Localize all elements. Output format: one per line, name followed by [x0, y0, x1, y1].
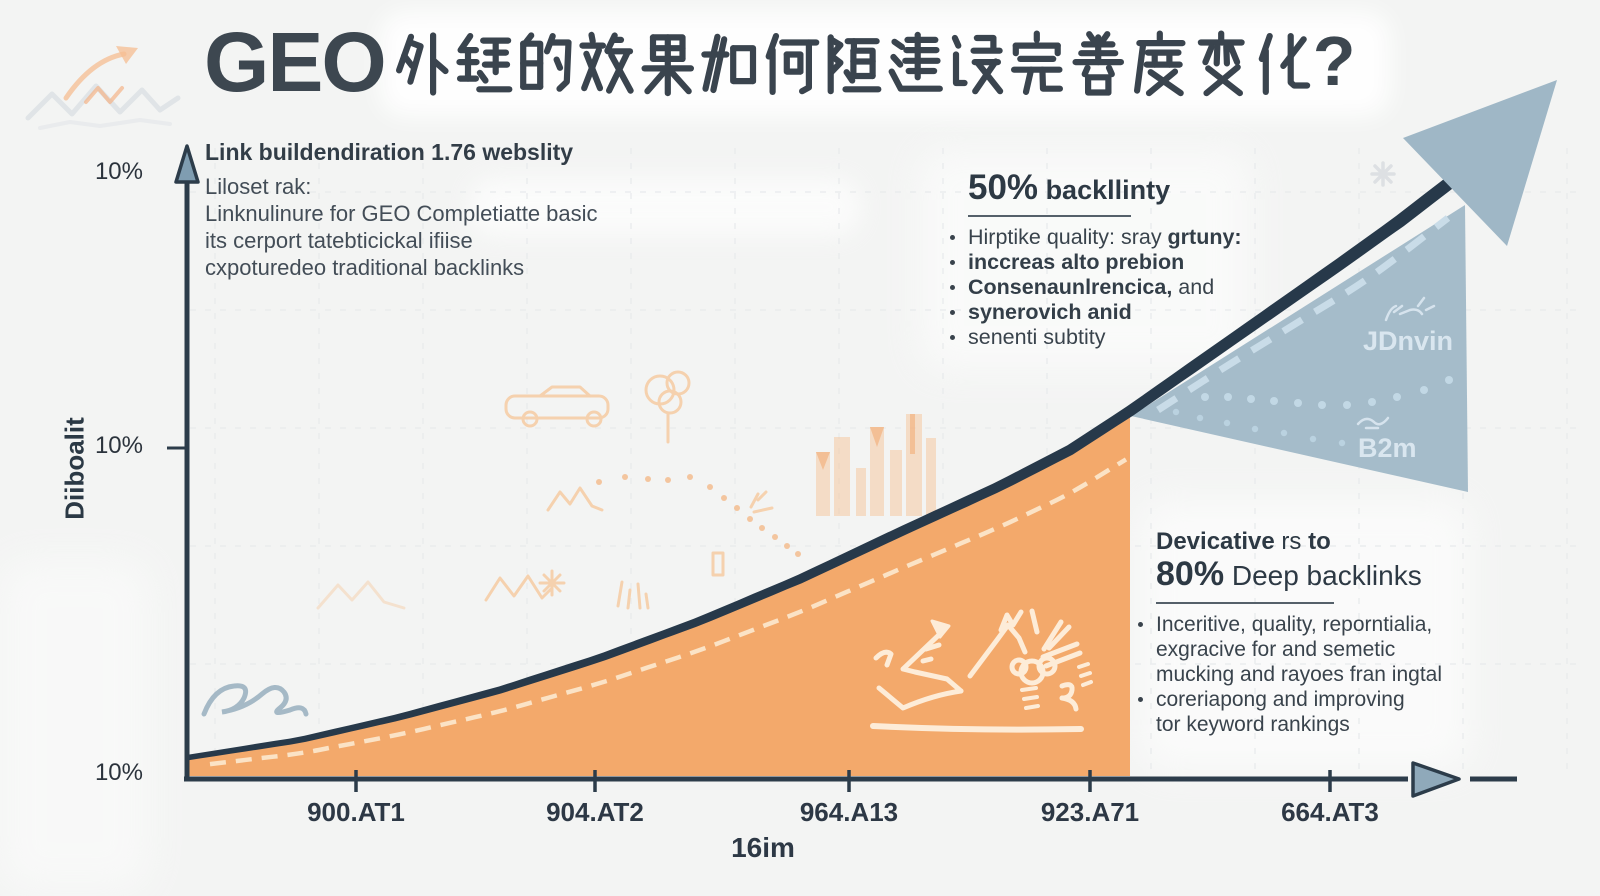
- svg-text:B2m: B2m: [1358, 433, 1417, 463]
- svg-text:JDnvin: JDnvin: [1363, 326, 1453, 356]
